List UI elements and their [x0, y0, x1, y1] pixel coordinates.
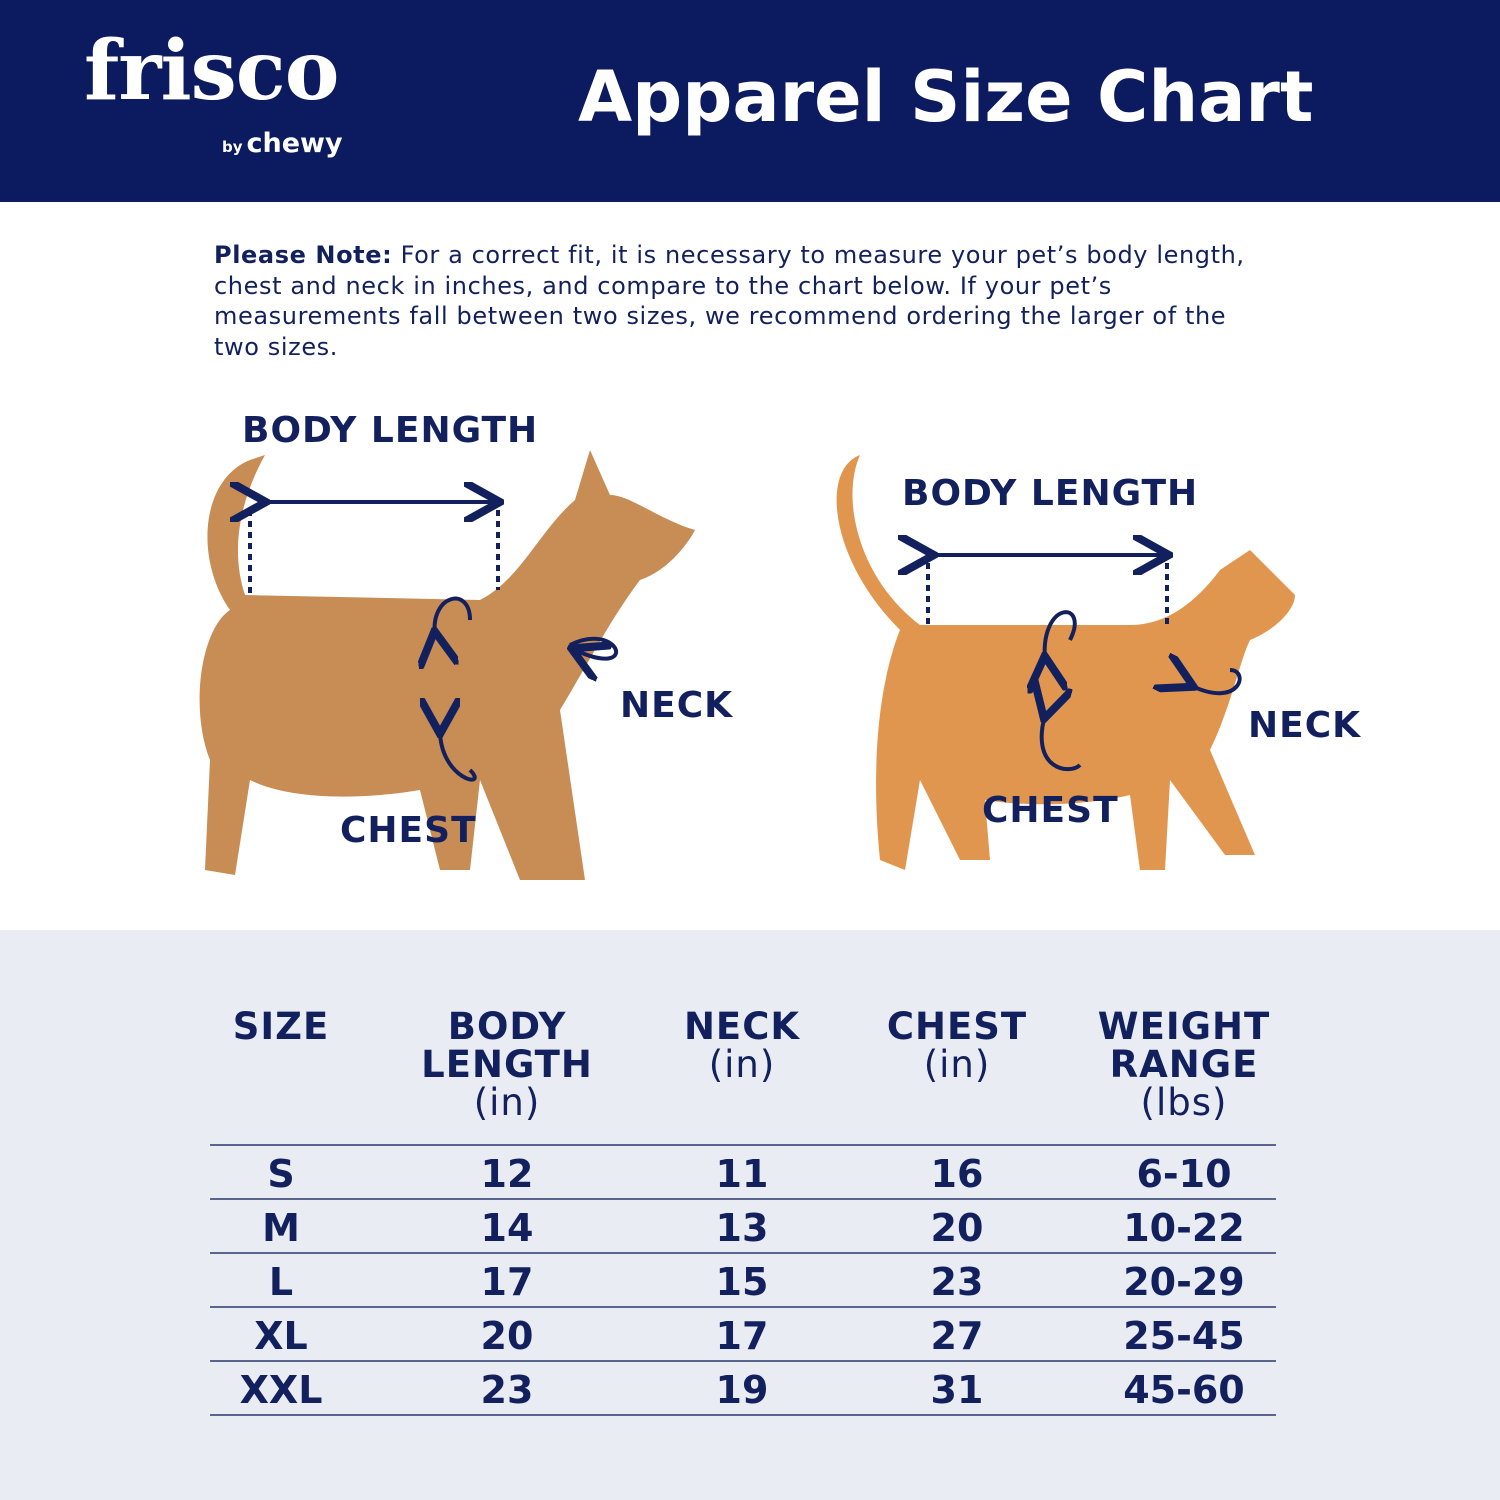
table-cell: S: [210, 1145, 352, 1200]
table-cell: 20-29: [1092, 1253, 1276, 1308]
measurement-arrows: [250, 502, 1242, 782]
brand-by: by: [222, 138, 243, 156]
dog-body-length-label: BODY LENGTH: [242, 410, 539, 451]
size-table-section: SIZE BODY LENGTH (in) NECK (in) CHEST (in) …: [0, 930, 1500, 1500]
table-cell: 19: [662, 1361, 822, 1416]
table-cell: 25-45: [1092, 1307, 1276, 1362]
brand-name: frisco: [84, 23, 339, 119]
table-cell: 12: [352, 1145, 662, 1200]
table-cell: 45-60: [1092, 1361, 1276, 1416]
table-row: S 12 11 16 6-10: [210, 1145, 1276, 1200]
page-title: Apparel Size Chart: [578, 56, 1314, 138]
table-cell: 20: [352, 1307, 662, 1362]
table-cell: L: [210, 1253, 352, 1308]
table-row: XL 20 17 27 25-45: [210, 1307, 1276, 1362]
table-cell: 16: [822, 1145, 1092, 1200]
table-cell: M: [210, 1199, 352, 1254]
table-cell: 23: [822, 1253, 1092, 1308]
header-banner: frisco by chewy Apparel Size Chart: [0, 0, 1500, 202]
table-row: XXL 23 19 31 45-60: [210, 1361, 1276, 1416]
brand-sub: chewy: [246, 128, 343, 159]
table-cell: 10-22: [1092, 1199, 1276, 1254]
table-cell: 27: [822, 1307, 1092, 1362]
table-cell: 6-10: [1092, 1145, 1276, 1200]
table-header-row: SIZE BODY LENGTH (in) NECK (in) CHEST (in) …: [210, 1008, 1276, 1146]
table-cell: 15: [662, 1253, 822, 1308]
col-chest: CHEST (in): [822, 1008, 1092, 1146]
table-cell: XXL: [210, 1361, 352, 1416]
col-neck: NECK (in): [662, 1008, 822, 1146]
table-cell: 31: [822, 1361, 1092, 1416]
table-row: L 17 15 23 20-29: [210, 1253, 1276, 1308]
dog-neck-label: NECK: [620, 685, 734, 726]
table-row: M 14 13 20 10-22: [210, 1199, 1276, 1254]
please-note: Please Note: For a correct fit, it is ne…: [214, 240, 1254, 362]
table-cell: 23: [352, 1361, 662, 1416]
table-cell: 13: [662, 1199, 822, 1254]
cat-chest-label: CHEST: [982, 790, 1119, 831]
col-size: SIZE: [210, 1008, 352, 1146]
note-text: For a correct fit, it is necessary to me…: [214, 241, 1245, 361]
table-cell: 14: [352, 1199, 662, 1254]
measurement-illustration: BODY LENGTH NECK CHEST BODY LENGTH NECK …: [0, 380, 1500, 930]
table-cell: 20: [822, 1199, 1092, 1254]
col-body-length: BODY LENGTH (in): [352, 1008, 662, 1146]
table-cell: 17: [352, 1253, 662, 1308]
size-table: SIZE BODY LENGTH (in) NECK (in) CHEST (in) …: [210, 1008, 1276, 1416]
col-weight-range: WEIGHT RANGE (lbs): [1092, 1008, 1276, 1146]
cat-body-length-label: BODY LENGTH: [902, 473, 1199, 514]
table-cell: 11: [662, 1145, 822, 1200]
table-cell: 17: [662, 1307, 822, 1362]
dog-chest-label: CHEST: [340, 810, 477, 851]
cat-neck-label: NECK: [1248, 705, 1362, 746]
pets-image: [199, 450, 1295, 880]
note-label: Please Note:: [214, 241, 393, 269]
table-cell: XL: [210, 1307, 352, 1362]
frisco-logo: frisco by chewy: [84, 23, 343, 159]
